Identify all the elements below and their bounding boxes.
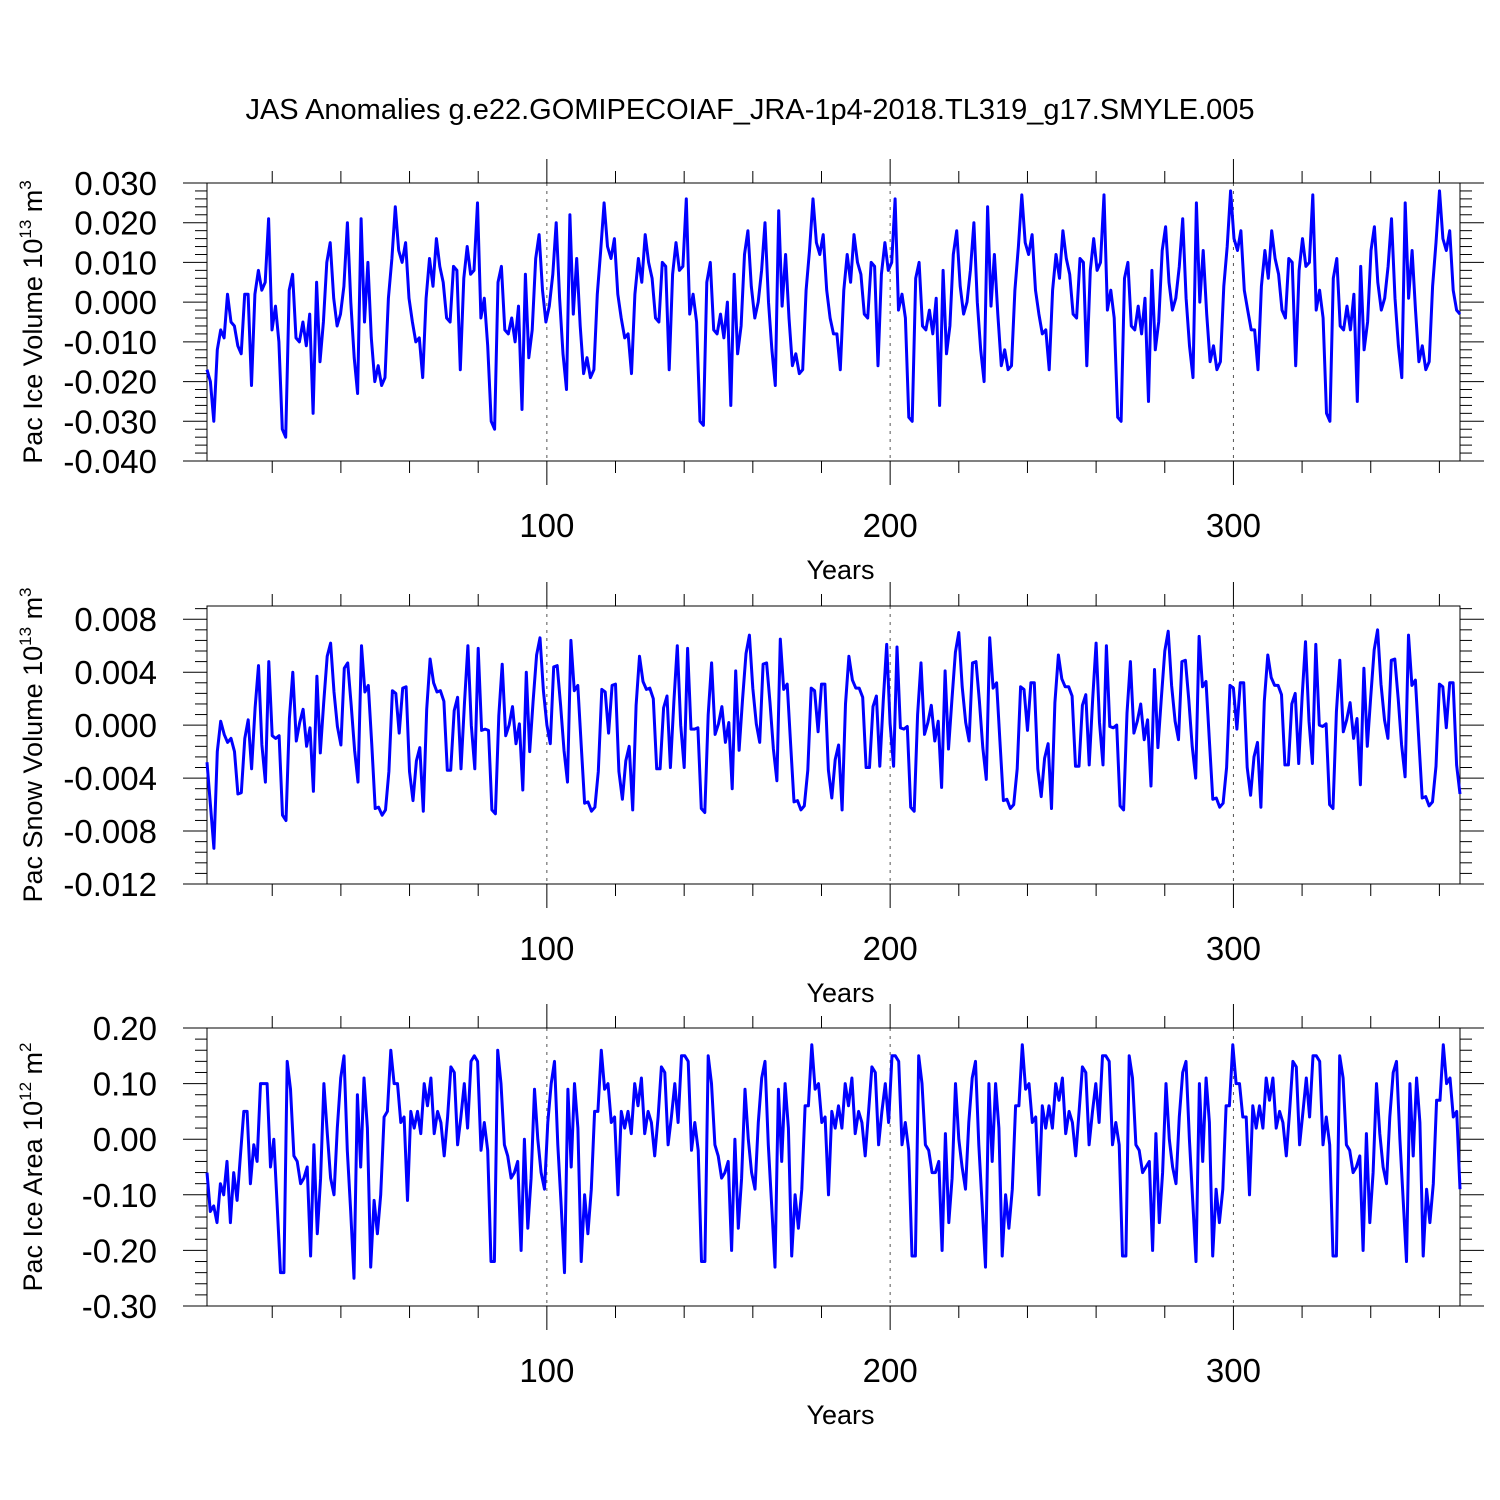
x-tick-label: 100 xyxy=(519,1352,574,1389)
series-line xyxy=(205,628,1462,850)
y-tick-label: -0.004 xyxy=(63,760,157,797)
y-tick-label: -0.040 xyxy=(63,443,157,480)
y-tick-label: -0.008 xyxy=(63,813,157,850)
y-axis-label-exponent: 13 xyxy=(16,220,35,239)
x-tick-label: 200 xyxy=(863,930,918,967)
y-axis-label: Pac Ice Volume 1013 m3 xyxy=(16,180,48,464)
y-axis-label-unit-exp: 2 xyxy=(16,1042,35,1051)
y-tick-label: 0.000 xyxy=(74,707,157,744)
y-axis-label: Pac Snow Volume 1013 m3 xyxy=(16,587,48,902)
x-tick-label: 200 xyxy=(863,507,918,544)
x-tick-label: 300 xyxy=(1206,507,1261,544)
y-tick-label: -0.020 xyxy=(63,364,157,401)
plot-frame xyxy=(206,605,1461,885)
y-tick-label: 0.004 xyxy=(74,654,157,691)
figure-title: JAS Anomalies g.e22.GOMIPECOIAF_JRA-1p4-… xyxy=(245,94,1254,126)
y-tick-label: -0.10 xyxy=(82,1177,157,1214)
panel-snow-volume: -0.012 -0.008 -0.004 0.000 0.004 0.008 100 200 3… xyxy=(16,582,1484,1008)
y-axis-label: Pac Ice Area 1012 m2 xyxy=(16,1042,48,1291)
y-tick-label: -0.030 xyxy=(63,403,157,440)
y-tick-label: -0.30 xyxy=(82,1288,157,1325)
y-tick-label: 0.020 xyxy=(74,205,157,242)
panel-ice-volume: -0.040-0.030-0.020-0.0100.0000.0100.0200… xyxy=(16,159,1484,585)
x-axis-label: Years xyxy=(806,978,874,1008)
series-line xyxy=(205,189,1462,439)
y-tick-label: -0.010 xyxy=(63,324,157,361)
y-axis-label-prefix: Pac Snow Volume 10 xyxy=(18,646,48,903)
y-axis-label-exponent: 13 xyxy=(16,627,35,646)
x-tick-label: 100 xyxy=(519,930,574,967)
plot-frame xyxy=(206,182,1461,462)
y-tick-label: -0.012 xyxy=(63,866,157,903)
x-tick-label: 300 xyxy=(1206,1352,1261,1389)
y-tick-label: 0.030 xyxy=(74,165,157,202)
x-axis-label: Years xyxy=(806,1400,874,1430)
y-tick-label: 0.10 xyxy=(93,1066,157,1103)
x-axis-label: Years xyxy=(806,555,874,585)
y-axis-label-unit-exp: 3 xyxy=(16,587,35,596)
y-axis-label-exponent: 12 xyxy=(16,1082,35,1101)
y-axis-label-unit-exp: 3 xyxy=(16,180,35,189)
panel-ice-area: -0.30 -0.20 -0.10 0.00 0.10 0.20 100 200 300 Year… xyxy=(16,1004,1484,1430)
y-tick-label: 0.000 xyxy=(74,284,157,321)
x-tick-label: 300 xyxy=(1206,930,1261,967)
y-tick-label: 0.010 xyxy=(74,244,157,281)
y-tick-label: 0.20 xyxy=(93,1010,157,1047)
y-axis-label-prefix: Pac Ice Area 10 xyxy=(18,1101,48,1292)
y-tick-label: -0.20 xyxy=(82,1232,157,1269)
y-axis-label-unit: m xyxy=(18,1052,48,1082)
series-line xyxy=(205,1043,1462,1280)
y-tick-label: 0.00 xyxy=(93,1121,157,1158)
y-axis-label-prefix: Pac Ice Volume 10 xyxy=(18,239,48,464)
x-tick-label: 200 xyxy=(863,1352,918,1389)
x-tick-label: 100 xyxy=(519,507,574,544)
y-axis-label-unit: m xyxy=(18,597,48,627)
y-axis-label-unit: m xyxy=(18,190,48,220)
y-tick-label: 0.008 xyxy=(74,601,157,638)
